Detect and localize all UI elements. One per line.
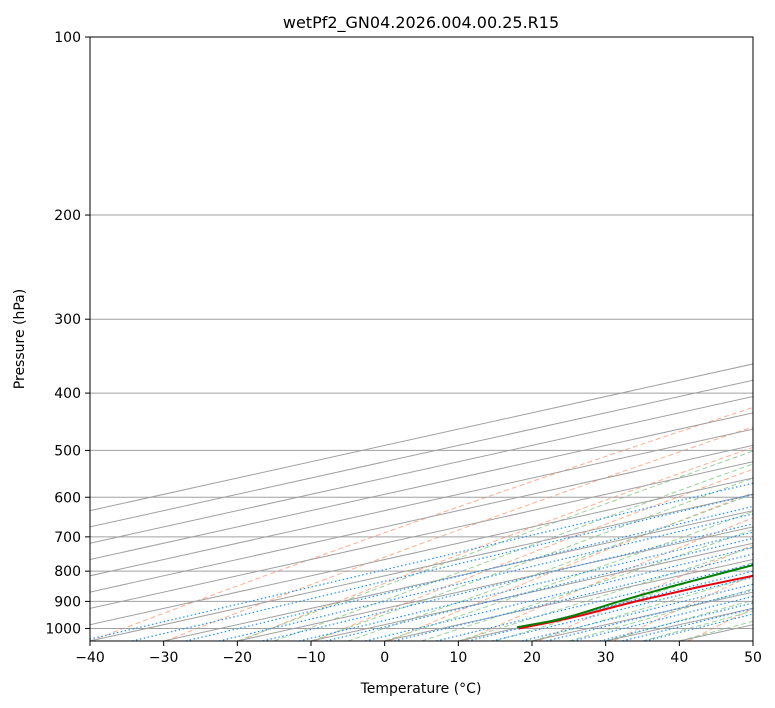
x-tick-label: −20 bbox=[223, 650, 253, 666]
mixing-ratio-line bbox=[299, 531, 753, 641]
isotherm bbox=[90, 461, 753, 609]
plot-background bbox=[90, 37, 753, 641]
y-tick-label: 800 bbox=[54, 564, 81, 580]
x-tick-label: 30 bbox=[597, 650, 615, 666]
mixing-ratio-line bbox=[262, 523, 753, 641]
x-tick-label: 40 bbox=[670, 650, 688, 666]
isotherm bbox=[90, 412, 753, 561]
background-lines bbox=[90, 37, 775, 641]
moist-adiabat bbox=[310, 477, 753, 641]
moist-adiabat bbox=[384, 510, 753, 641]
x-tick-label: 20 bbox=[523, 650, 541, 666]
isotherm bbox=[237, 526, 753, 641]
y-tick-label: 1000 bbox=[45, 621, 81, 637]
dry-adiabat bbox=[165, 426, 753, 641]
x-axis-title: Temperature (°C) bbox=[360, 681, 482, 697]
mixing-ratio-line bbox=[365, 546, 753, 641]
y-tick-label: 400 bbox=[54, 386, 81, 402]
dry-adiabat bbox=[763, 37, 775, 641]
y-axis: 1000 900 800 700 600 500 400 300 200 100 bbox=[45, 30, 90, 637]
mixing-ratio-line bbox=[218, 513, 753, 641]
y-tick-label: 600 bbox=[54, 490, 81, 506]
x-tick-label: −30 bbox=[149, 650, 179, 666]
isotherm bbox=[90, 396, 753, 544]
x-tick-label: −40 bbox=[75, 650, 105, 666]
y-tick-label: 500 bbox=[54, 443, 81, 459]
isotherm bbox=[90, 493, 753, 641]
chart-title: wetPf2_GN04.2026.004.00.25.R15 bbox=[283, 13, 559, 33]
moist-adiabat bbox=[421, 529, 753, 641]
dry-adiabat bbox=[389, 492, 753, 641]
mixing-ratio-line bbox=[622, 607, 753, 641]
x-tick-label: 10 bbox=[449, 650, 467, 666]
y-tick-label: 900 bbox=[54, 594, 81, 610]
moist-adiabat bbox=[237, 450, 753, 641]
x-axis: −40 −30 −20 −10 0 10 20 30 40 50 bbox=[75, 641, 762, 666]
mixing-ratio-line bbox=[90, 482, 753, 640]
x-tick-label: 0 bbox=[380, 650, 389, 666]
x-tick-label: −10 bbox=[296, 650, 326, 666]
isotherm bbox=[90, 444, 753, 593]
mixing-ratio-line bbox=[645, 613, 753, 641]
mixing-ratio-line bbox=[325, 537, 753, 641]
plot-frame bbox=[89, 36, 754, 642]
x-tick-label: 50 bbox=[744, 650, 762, 666]
isotherm bbox=[163, 510, 753, 641]
isotherm bbox=[90, 477, 753, 626]
mixing-ratio-line bbox=[599, 602, 753, 641]
y-tick-label: 300 bbox=[54, 312, 81, 328]
y-axis-title: Pressure (hPa) bbox=[12, 289, 28, 389]
isotherm bbox=[90, 428, 753, 577]
y-tick-label: 700 bbox=[54, 530, 81, 546]
dry-adiabat bbox=[613, 574, 753, 641]
isotherm bbox=[752, 640, 753, 641]
moist-adiabat bbox=[347, 493, 753, 641]
y-tick-label: 100 bbox=[54, 30, 81, 46]
y-tick-label: 200 bbox=[54, 208, 81, 224]
moist-adiabat bbox=[605, 599, 753, 641]
